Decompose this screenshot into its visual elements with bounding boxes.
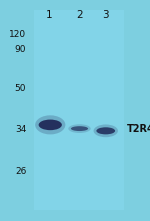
- Ellipse shape: [71, 126, 88, 131]
- Text: T2R49: T2R49: [127, 124, 150, 134]
- Text: 1: 1: [46, 10, 53, 20]
- Text: 120: 120: [9, 30, 26, 39]
- Text: 90: 90: [15, 45, 26, 54]
- Ellipse shape: [39, 120, 62, 130]
- Text: 3: 3: [102, 10, 108, 20]
- Text: 26: 26: [15, 167, 26, 176]
- Ellipse shape: [35, 115, 65, 134]
- FancyBboxPatch shape: [34, 10, 124, 210]
- Ellipse shape: [68, 124, 91, 133]
- Ellipse shape: [94, 124, 118, 137]
- Text: 34: 34: [15, 125, 26, 134]
- Text: 50: 50: [15, 84, 26, 93]
- Ellipse shape: [96, 127, 115, 134]
- Text: 2: 2: [76, 10, 83, 20]
